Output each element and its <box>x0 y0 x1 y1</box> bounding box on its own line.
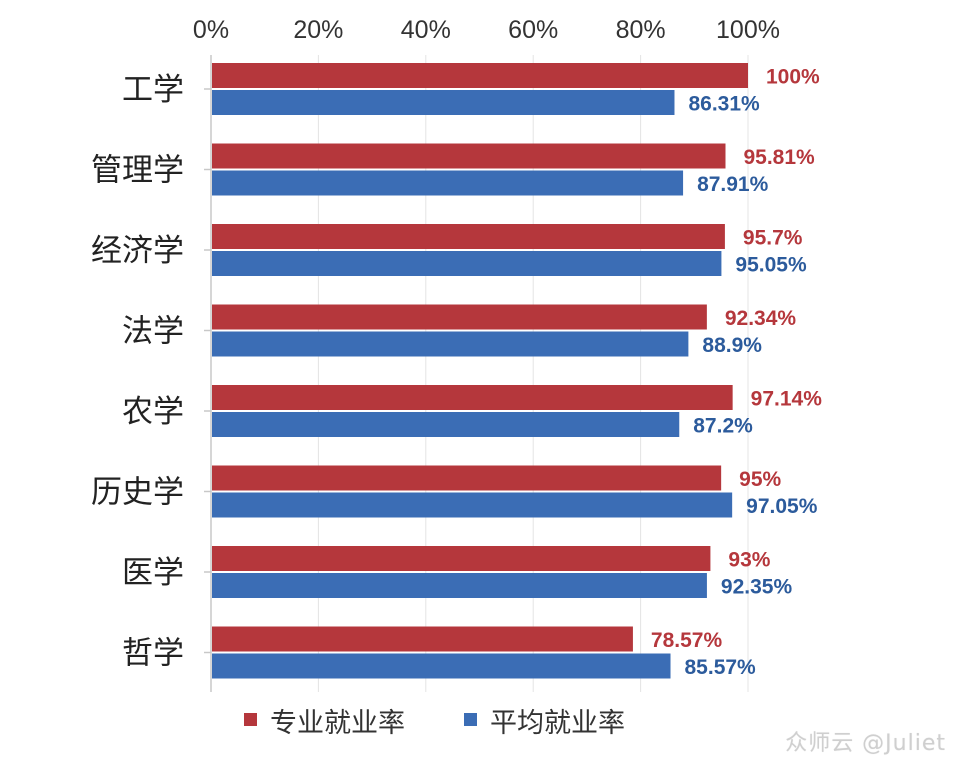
x-tick-label: 40% <box>401 16 451 44</box>
data-label: 93% <box>728 549 770 572</box>
category-label: 经济学 <box>91 233 184 269</box>
watermark: 众师云 @Juliet <box>785 731 946 756</box>
category-label: 医学 <box>122 555 184 591</box>
data-label: 95.7% <box>743 227 803 250</box>
bar-major-rate <box>212 385 733 410</box>
data-label: 95% <box>739 468 781 491</box>
data-label: 85.57% <box>685 656 757 679</box>
bars-layer <box>212 63 748 679</box>
data-label: 86.31% <box>688 93 760 116</box>
bar-average-rate <box>212 492 733 518</box>
x-tick-label: 20% <box>293 16 343 44</box>
legend-label: 专业就业率 <box>270 708 405 739</box>
category-label: 哲学 <box>122 636 184 672</box>
bar-average-rate <box>212 331 689 357</box>
labels-layer: 100% 86.31% 95.81% 87.91% 95.7% 95.05% 92.34% 8… <box>651 66 822 680</box>
data-label: 95.05% <box>735 254 807 277</box>
bar-major-rate <box>212 465 722 491</box>
bar-average-rate <box>212 412 680 437</box>
data-label: 95.81% <box>743 146 815 169</box>
bar-average-rate <box>212 653 671 679</box>
category-label: 法学 <box>122 314 184 350</box>
bar-major-rate <box>212 143 726 169</box>
category-label: 工学 <box>122 72 184 108</box>
bar-major-rate <box>212 224 725 249</box>
bar-average-rate <box>212 573 707 598</box>
legend-swatch <box>244 713 257 726</box>
bar-average-rate <box>212 170 684 196</box>
bar-major-rate <box>212 626 633 652</box>
data-label: 92.35% <box>721 576 793 599</box>
category-label: 管理学 <box>91 153 184 189</box>
data-label: 78.57% <box>651 629 723 652</box>
bar-major-rate <box>212 304 707 330</box>
x-tick-label: 80% <box>616 16 666 44</box>
data-label: 87.2% <box>693 415 753 438</box>
bar-major-rate <box>212 546 711 571</box>
legend-label: 平均就业率 <box>490 708 625 739</box>
data-label: 97.14% <box>751 388 823 411</box>
data-label: 100% <box>766 66 820 89</box>
data-label: 92.34% <box>725 307 797 330</box>
bar-average-rate <box>212 90 675 115</box>
bar-major-rate <box>212 63 748 88</box>
x-tick-label: 0% <box>193 16 229 44</box>
category-label: 农学 <box>122 394 184 430</box>
data-label: 97.05% <box>746 495 818 518</box>
x-tick-label: 100% <box>716 16 780 44</box>
bar-average-rate <box>212 251 722 276</box>
data-label: 87.91% <box>697 173 769 196</box>
data-label: 88.9% <box>702 334 762 357</box>
legend: 专业就业率 平均就业率 <box>244 708 625 739</box>
legend-swatch <box>464 713 477 726</box>
category-label: 历史学 <box>91 475 184 511</box>
x-tick-label: 60% <box>508 16 558 44</box>
